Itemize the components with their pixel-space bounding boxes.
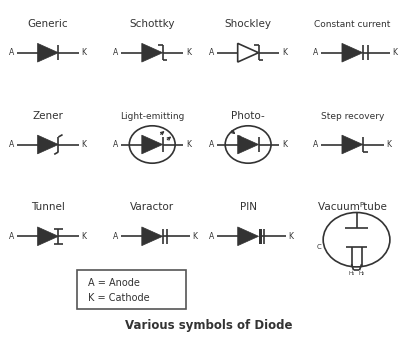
- Text: A: A: [9, 140, 14, 149]
- Text: C: C: [317, 244, 321, 250]
- Text: A: A: [209, 140, 214, 149]
- Text: Tunnel: Tunnel: [31, 203, 65, 212]
- Text: K: K: [386, 140, 391, 149]
- Polygon shape: [342, 44, 363, 62]
- Text: A: A: [113, 140, 118, 149]
- Text: A: A: [113, 232, 118, 241]
- Text: PIN: PIN: [240, 203, 256, 212]
- Text: K: K: [186, 140, 191, 149]
- Text: A: A: [313, 140, 319, 149]
- Text: K = Cathode: K = Cathode: [88, 293, 149, 304]
- Text: K: K: [288, 232, 293, 241]
- Text: Light-emitting: Light-emitting: [120, 112, 184, 121]
- Text: K: K: [282, 140, 287, 149]
- Text: Vacuum tube: Vacuum tube: [318, 203, 387, 212]
- Polygon shape: [142, 135, 163, 154]
- Text: K: K: [186, 48, 191, 57]
- Text: A: A: [113, 48, 118, 57]
- Text: A: A: [9, 48, 14, 57]
- Text: H₂: H₂: [359, 271, 364, 276]
- Text: Generic: Generic: [28, 19, 68, 29]
- Polygon shape: [142, 44, 163, 62]
- Text: A = Anode: A = Anode: [88, 278, 139, 288]
- Text: Zener: Zener: [33, 111, 63, 121]
- Text: Constant current: Constant current: [314, 20, 391, 29]
- Polygon shape: [342, 135, 363, 154]
- Polygon shape: [142, 227, 163, 245]
- Text: P: P: [359, 202, 363, 208]
- Polygon shape: [238, 227, 259, 245]
- Bar: [77, 270, 186, 309]
- Polygon shape: [38, 44, 58, 62]
- Text: Shockley: Shockley: [225, 19, 271, 29]
- Text: A: A: [313, 48, 319, 57]
- Text: K: K: [82, 232, 87, 241]
- Text: K: K: [82, 48, 87, 57]
- Text: Schottky: Schottky: [129, 19, 175, 29]
- Text: H₁: H₁: [349, 271, 354, 276]
- Text: A: A: [209, 232, 214, 241]
- Text: A: A: [9, 232, 14, 241]
- Text: K: K: [282, 48, 287, 57]
- Text: Step recovery: Step recovery: [321, 112, 384, 121]
- Polygon shape: [238, 135, 259, 154]
- Text: Various symbols of Diode: Various symbols of Diode: [125, 319, 292, 332]
- Polygon shape: [38, 135, 58, 154]
- Bar: [259, 229, 262, 244]
- Polygon shape: [238, 44, 259, 62]
- Polygon shape: [38, 227, 58, 245]
- Text: Photo-: Photo-: [231, 111, 265, 121]
- Text: K: K: [392, 48, 397, 57]
- Text: K: K: [82, 140, 87, 149]
- Text: Varactor: Varactor: [130, 203, 174, 212]
- Text: A: A: [209, 48, 214, 57]
- Text: K: K: [192, 232, 197, 241]
